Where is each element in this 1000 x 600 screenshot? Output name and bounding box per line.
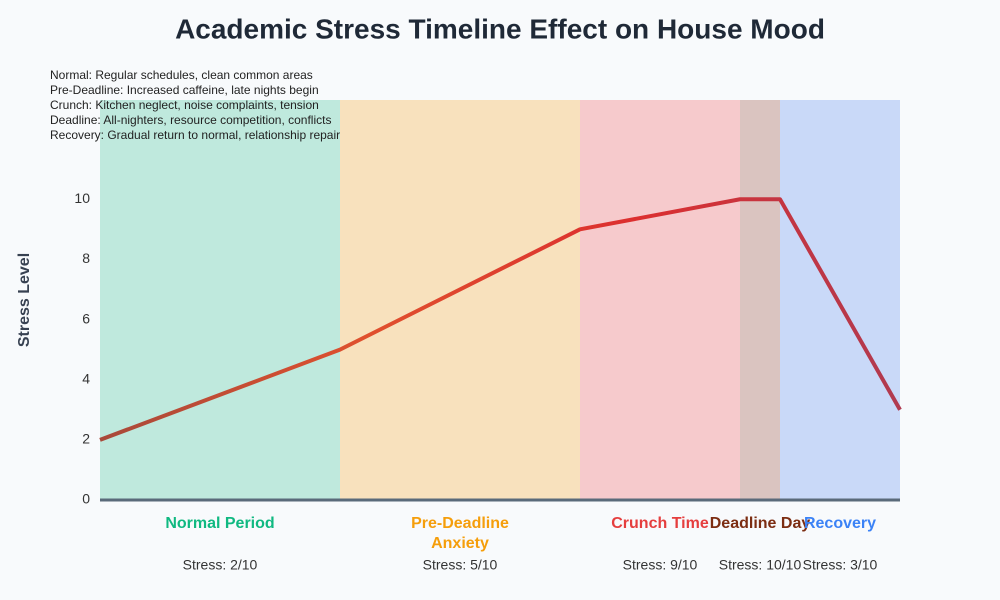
- phase-band: [100, 100, 340, 500]
- y-tick-label: 0: [82, 491, 90, 507]
- y-tick-label: 8: [82, 250, 90, 266]
- phase-name: Pre-Deadline Anxiety: [411, 515, 509, 552]
- y-tick-label: 6: [82, 310, 90, 326]
- note: Crunch: Kitchen neglect, noise complaint…: [50, 98, 319, 112]
- y-tick-label: 4: [82, 370, 90, 386]
- stress-label: Stress: 2/10: [183, 557, 258, 573]
- stress-line: [99, 197, 902, 442]
- phase-name: Deadline Day: [709, 515, 811, 532]
- note: Pre-Deadline: Increased caffeine, late n…: [50, 83, 319, 97]
- stress-label: Stress: 3/10: [803, 557, 878, 573]
- phase-name: Recovery: [803, 515, 877, 532]
- note: Normal: Regular schedules, clean common …: [50, 68, 313, 82]
- y-axis-label: Stress Level: [16, 253, 33, 347]
- phase-band: [340, 100, 580, 500]
- chart-title: Academic Stress Timeline Effect on House…: [175, 13, 825, 44]
- stress-label: Stress: 5/10: [423, 557, 498, 573]
- phase-band: [780, 100, 900, 500]
- y-tick-label: 10: [74, 190, 90, 206]
- y-tick-label: 2: [82, 431, 90, 447]
- phase-band: [580, 100, 740, 500]
- stress-label: Stress: 10/10: [719, 557, 802, 573]
- note: Deadline: All-nighters, resource competi…: [50, 113, 331, 127]
- note: Recovery: Gradual return to normal, rela…: [50, 128, 340, 142]
- stress-label: Stress: 9/10: [623, 557, 698, 573]
- phase-name: Crunch Time: [611, 515, 709, 532]
- phase-band: [740, 100, 780, 500]
- phase-name: Normal Period: [165, 515, 275, 532]
